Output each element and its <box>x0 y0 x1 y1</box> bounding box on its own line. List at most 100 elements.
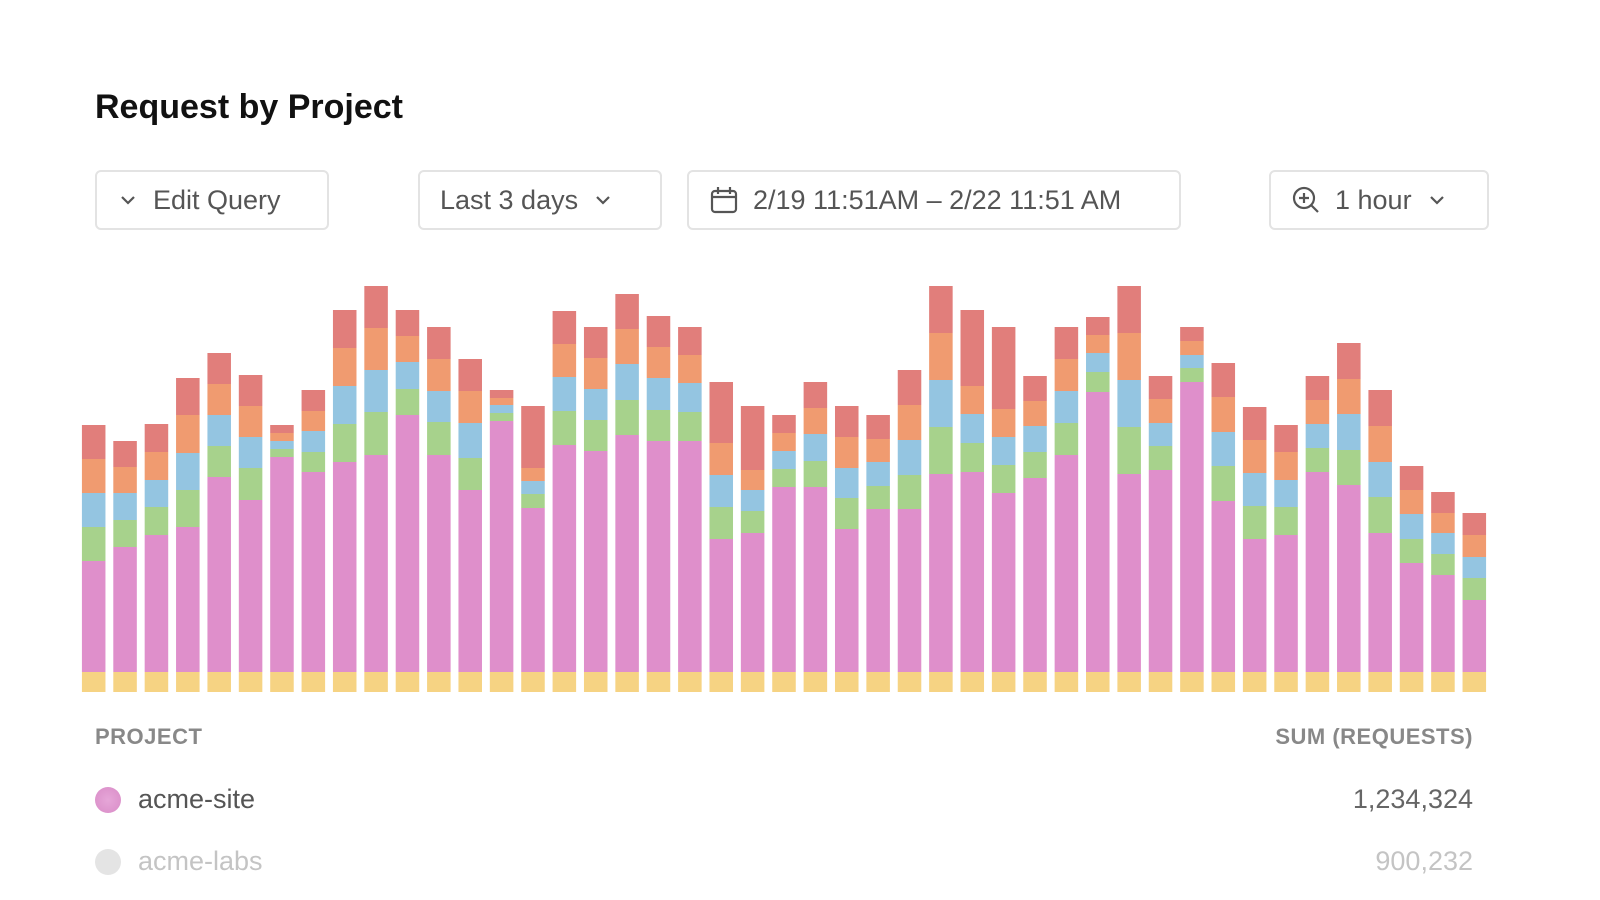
bar-segment <box>740 490 765 511</box>
bar-segment <box>427 391 451 422</box>
bar-segment <box>772 672 796 692</box>
column-header: SUM (REQUESTS) <box>1275 724 1473 749</box>
bar-segment <box>301 672 326 692</box>
project-name[interactable]: acme-site <box>138 784 256 814</box>
bar-segment <box>897 509 922 672</box>
bar-segment <box>772 433 796 451</box>
bar-segment <box>991 437 1016 465</box>
bar-segment <box>834 468 859 498</box>
bar-segment <box>176 453 200 490</box>
bar-segment <box>458 672 482 692</box>
bar-segment <box>1368 462 1392 497</box>
bar-segment <box>238 672 263 692</box>
bar-segment <box>803 487 828 672</box>
bar-segment <box>1148 672 1173 692</box>
bar-segment <box>583 672 608 692</box>
bar-segment <box>834 498 859 529</box>
bar-segment <box>772 469 796 487</box>
bar-segment <box>270 449 294 457</box>
bar-segment <box>1462 672 1487 692</box>
edit-query-button[interactable]: Edit Query <box>95 170 329 230</box>
bar-segment <box>1180 327 1204 341</box>
bar-segment <box>395 672 420 692</box>
bar-segment <box>1462 578 1487 600</box>
bar-segment <box>960 672 985 692</box>
bar-segment <box>301 390 326 411</box>
bar-segment <box>991 327 1016 409</box>
bar-segment <box>176 527 200 672</box>
bar-segment <box>489 405 514 413</box>
date-range-picker[interactable]: 2/19 11:51AM – 2/22 11:51 AM <box>687 170 1181 230</box>
bar-segment <box>1337 450 1361 485</box>
bar-segment <box>1337 414 1361 450</box>
bar-segment <box>897 672 922 692</box>
bar-segment <box>1337 672 1361 692</box>
bar-segment <box>458 490 482 672</box>
project-sum: 900,232 <box>1375 846 1473 876</box>
bar-segment <box>521 672 545 692</box>
bar-segment <box>772 415 796 433</box>
interval-dropdown[interactable]: 1 hour <box>1269 170 1489 230</box>
bar-segment <box>521 481 545 494</box>
bar-segment <box>301 472 326 672</box>
bar-segment <box>521 406 545 468</box>
bar-segment <box>1305 448 1330 472</box>
bar-segment <box>709 475 734 507</box>
bar-segment <box>709 539 734 672</box>
bar-segment <box>709 382 734 443</box>
bar-segment <box>1274 480 1298 507</box>
range-dropdown[interactable]: Last 3 days <box>418 170 662 230</box>
bar-segment <box>176 490 200 527</box>
bar-segment <box>1180 672 1204 692</box>
bar-segment <box>583 420 608 451</box>
bar-segment <box>552 344 577 377</box>
bar-segment <box>144 535 169 672</box>
bar-segment <box>1399 672 1424 692</box>
bar-segment <box>678 672 702 692</box>
bar-segment <box>238 406 263 437</box>
bar-segment <box>395 362 420 389</box>
bar-segment <box>866 672 890 692</box>
bar-segment <box>929 474 953 672</box>
bar-segment <box>1148 470 1173 672</box>
bar-segment <box>81 672 106 692</box>
bar-segment <box>238 500 263 672</box>
bar-segment <box>489 390 514 398</box>
bar-segment <box>144 452 169 480</box>
bar-segment <box>1023 452 1047 478</box>
bar-segment <box>709 443 734 475</box>
bar-segment <box>458 391 482 423</box>
bar-segment <box>332 386 357 424</box>
bar-segment <box>1399 514 1424 539</box>
bar-segment <box>238 468 263 500</box>
bar-segment <box>144 507 169 535</box>
bar-segment <box>521 494 545 508</box>
bar-segment <box>960 386 985 414</box>
bar-segment <box>1431 554 1455 575</box>
bar-segment <box>646 410 671 441</box>
bar-segment <box>1148 446 1173 470</box>
bar-segment <box>1086 392 1110 672</box>
bar-segment <box>1431 575 1455 672</box>
bar-segment <box>866 486 890 509</box>
bar-segment <box>1086 335 1110 353</box>
bar-segment <box>1054 672 1079 692</box>
bar-segment <box>176 378 200 415</box>
bar-segment <box>81 527 106 561</box>
bar-segment <box>552 411 577 445</box>
bar-segment <box>458 423 482 458</box>
bar-segment <box>1462 600 1487 672</box>
bar-segment <box>1399 563 1424 672</box>
bar-segment <box>427 422 451 455</box>
bar-segment <box>1274 535 1298 672</box>
bar-segment <box>207 384 231 415</box>
project-name[interactable]: acme-labs <box>138 846 263 876</box>
bar-segment <box>1462 557 1487 578</box>
bar-segment <box>364 328 388 370</box>
bar-segment <box>270 425 294 433</box>
bar-segment <box>113 493 137 520</box>
bar-segment <box>834 672 859 692</box>
bar-segment <box>834 529 859 672</box>
bar-segment <box>364 455 388 672</box>
bar-segment <box>1148 376 1173 399</box>
